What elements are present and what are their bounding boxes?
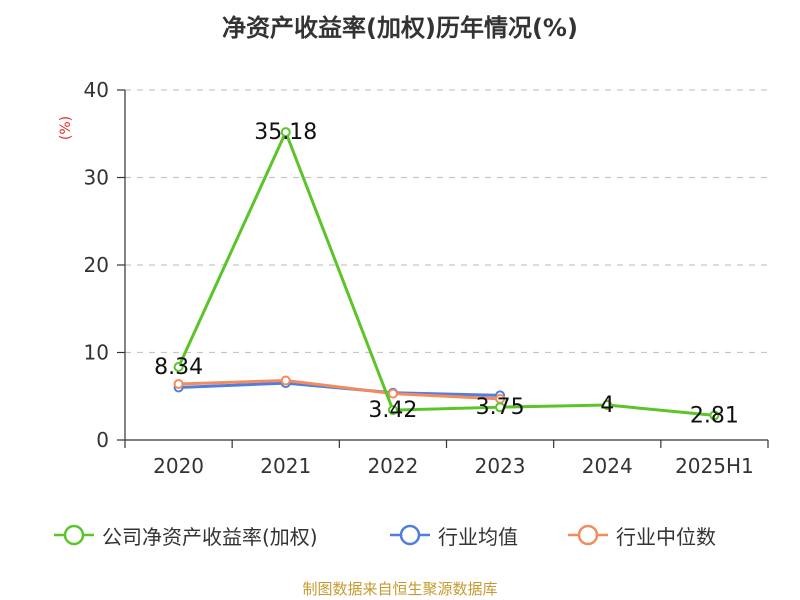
- x-tick-label: 2020: [153, 454, 204, 478]
- data-label: 2.81: [690, 403, 739, 428]
- axes: 0 10 20 30 40 2020 2021 2022 2023 2024 2025H1: [84, 78, 769, 478]
- data-point: [602, 400, 613, 410]
- source-note: 制图数据来自恒生聚源数据库: [302, 580, 498, 598]
- data-point: [387, 405, 398, 416]
- data-point: [173, 362, 184, 373]
- legend-item[interactable]: 行业均值: [388, 520, 518, 550]
- legend-label: 公司净资产收益率(加权): [102, 524, 318, 549]
- chart-title: 净资产收益率(加权)历年情况(%): [222, 14, 578, 42]
- y-tick-label: 0: [96, 428, 109, 452]
- data-labels: 8.34 35.18 3.42 3.75 4 2.81: [154, 120, 739, 428]
- data-point: [280, 375, 291, 386]
- legend-label: 行业均值: [438, 524, 518, 549]
- legend-item[interactable]: 公司净资产收益率(加权): [52, 520, 318, 550]
- y-tick-label: 30: [84, 166, 109, 190]
- data-point: [173, 379, 184, 389]
- series: [173, 127, 720, 421]
- grid-lines: [125, 89, 768, 354]
- data-point: [495, 402, 506, 413]
- legend-label: 行业中位数: [616, 524, 716, 549]
- data-label: 8.34: [154, 355, 203, 380]
- data-label: 3.42: [368, 398, 417, 423]
- x-tick-label: 2023: [475, 454, 526, 478]
- legend-swatch-icon: [54, 524, 94, 546]
- series-line: [178, 381, 501, 397]
- data-label: 35.18: [254, 120, 317, 145]
- y-axis-unit: (%): [58, 116, 74, 140]
- series-line: [178, 379, 501, 401]
- data-label: 3.75: [476, 395, 525, 420]
- x-tick-label: 2025H1: [675, 454, 754, 478]
- y-tick-label: 20: [84, 253, 109, 277]
- legend-swatch-icon: [390, 524, 430, 546]
- x-tick-label: 2024: [582, 454, 633, 478]
- data-point: [280, 127, 291, 138]
- data-point: [387, 388, 398, 399]
- data-point: [709, 410, 720, 421]
- data-label: 4: [600, 393, 614, 418]
- x-tick-label: 2022: [367, 454, 418, 478]
- legend-item[interactable]: 行业中位数: [566, 520, 716, 550]
- legend-swatch-icon: [568, 524, 608, 546]
- y-tick-label: 40: [84, 78, 109, 102]
- series-line: [177, 130, 715, 417]
- x-tick-label: 2021: [260, 454, 311, 478]
- y-tick-label: 10: [84, 341, 109, 365]
